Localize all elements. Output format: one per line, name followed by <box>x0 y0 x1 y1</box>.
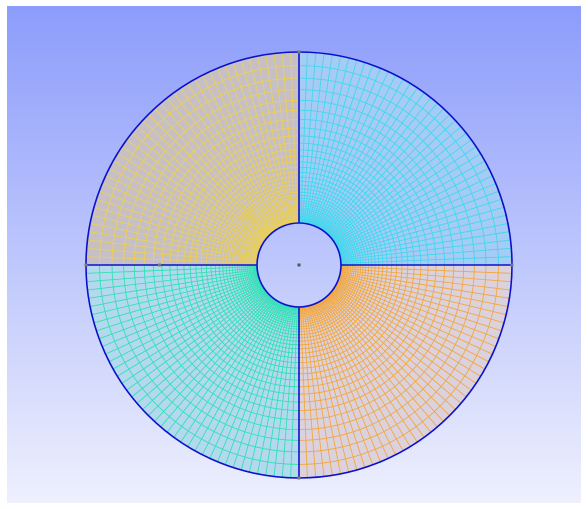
boundary-node[interactable] <box>510 263 514 267</box>
mesh-quadrants <box>85 51 513 479</box>
mesh-canvas[interactable] <box>7 6 581 503</box>
mesh-quadrant-bottom-left[interactable] <box>85 264 300 479</box>
graphics-viewport[interactable] <box>7 6 581 503</box>
boundary-node[interactable] <box>84 263 88 267</box>
boundary-node[interactable] <box>297 476 301 480</box>
mesh-quadrant-top-left[interactable] <box>85 51 300 266</box>
mesh-nodes <box>84 50 514 480</box>
center-node[interactable] <box>297 263 301 267</box>
boundary-node[interactable] <box>297 50 301 54</box>
edge-midpoint-node[interactable] <box>158 263 161 267</box>
